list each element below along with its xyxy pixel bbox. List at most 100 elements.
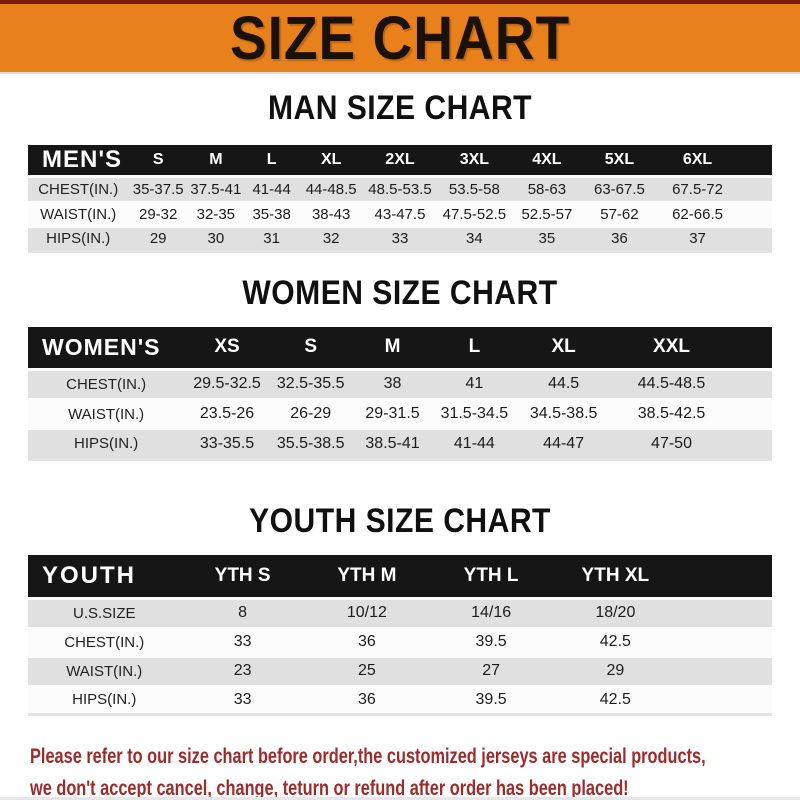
empty-cell xyxy=(738,177,772,202)
empty-cell xyxy=(677,657,772,686)
table-cell: 44-47 xyxy=(543,434,585,452)
bottom-edge-strip xyxy=(0,797,800,800)
table-cell: 33 xyxy=(233,633,252,650)
women-section-heading: WOMEN SIZE CHART xyxy=(242,273,558,312)
table-cell: 8 xyxy=(238,604,248,622)
table-cell: 48.5-53.5 xyxy=(368,180,432,198)
table-cell: 41-44 xyxy=(453,434,495,452)
table-cell: 38.5-42.5 xyxy=(637,405,706,422)
row-label: WAIST(IN.) xyxy=(66,662,143,680)
table-cell: 31.5-34.5 xyxy=(440,405,509,422)
table-cell: 42.5 xyxy=(599,633,631,650)
column-header: XL xyxy=(299,145,363,177)
table-cell: 14/16 xyxy=(471,604,512,622)
row-label: HIPS(IN.) xyxy=(72,691,137,709)
empty-cell xyxy=(731,369,772,399)
table-cell: 57-62 xyxy=(600,205,639,223)
table-cell: 33 xyxy=(391,230,409,248)
table-cell: 35-37.5 xyxy=(132,180,184,198)
empty-cell xyxy=(677,628,772,657)
table-header-row: WOMEN'S XS S M L XL XXL xyxy=(28,327,772,369)
table-cell: 63-67.5 xyxy=(593,180,645,198)
column-header: YTH M xyxy=(304,554,429,599)
row-label: WAIST(IN.) xyxy=(68,405,145,423)
table-cell: 38.5-41 xyxy=(365,434,420,452)
table-cell: 25 xyxy=(357,662,376,679)
row-label: CHEST(IN.) xyxy=(66,375,147,393)
table-row: CHEST(IN.) 33 36 39.5 42.5 xyxy=(28,627,772,657)
column-header: YTH L xyxy=(428,554,554,599)
empty-cell xyxy=(677,599,772,628)
table-cell: 32-35 xyxy=(196,205,236,223)
table-row: WAIST(IN.) 23 25 27 29 xyxy=(28,656,772,686)
man-section-heading: MAN SIZE CHART xyxy=(267,88,533,127)
table-cell: 38 xyxy=(383,375,402,393)
table-cell: 35.5-38.5 xyxy=(276,434,345,452)
table-header-row: YOUTH YTH S YTH M YTH L YTH XL xyxy=(28,554,772,599)
table-cell: 26-29 xyxy=(290,405,332,422)
table-cell: 32 xyxy=(322,230,340,248)
table-cell: 53.5-58 xyxy=(448,180,500,198)
table-cell: 29-32 xyxy=(139,205,178,223)
column-header: 2XL xyxy=(362,145,438,177)
table-cell: 29 xyxy=(149,230,167,248)
table-cell: 37.5-41 xyxy=(190,180,242,198)
table-cell: 52.5-57 xyxy=(521,205,573,223)
column-header: 6XL xyxy=(656,145,739,177)
table-cell: 18/20 xyxy=(595,604,636,622)
men-size-table: MEN'S S M L XL 2XL 3XL 4XL 5XL 6XL CHEST(IN.) 35-3… xyxy=(28,145,772,253)
table-cell: 29.5-32.5 xyxy=(193,375,261,393)
table-cell: 29 xyxy=(606,662,625,679)
column-header: S xyxy=(128,145,188,177)
table-cell: 36 xyxy=(357,690,376,708)
table-row: CHEST(IN.) 35-37.5 37.5-41 41-44 44-48.5 48.5… xyxy=(28,176,772,202)
youth-size-table: YOUTH YTH S YTH M YTH L YTH XL U.S.SIZE 8 10/1… xyxy=(28,554,772,716)
column-header: XS xyxy=(184,327,270,369)
empty-cell xyxy=(738,202,772,227)
empty-header-cell xyxy=(677,554,772,599)
column-header: 5XL xyxy=(582,145,657,177)
row-label: CHEST(IN.) xyxy=(64,633,145,651)
banner-title: SIZE CHART xyxy=(229,3,571,73)
table-cell: 23 xyxy=(233,662,252,679)
table-cell: 36 xyxy=(357,633,376,650)
table-row: HIPS(IN.) 33-35.5 35.5-38.5 38.5-41 41-44 44-… xyxy=(28,429,772,459)
table-cell: 47-50 xyxy=(651,434,692,452)
table-row: HIPS(IN.) 33 36 39.5 42.5 xyxy=(28,685,772,715)
row-label: CHEST(IN.) xyxy=(38,180,119,198)
column-header: YTH S xyxy=(180,554,305,599)
empty-cell xyxy=(738,227,772,252)
size-chart-banner: SIZE CHART xyxy=(0,0,800,74)
table-cell: 34 xyxy=(466,230,483,248)
column-header: M xyxy=(187,145,244,177)
column-header: S xyxy=(269,327,352,369)
column-header: YTH XL xyxy=(553,554,678,599)
youth-section-heading: YOUTH SIZE CHART xyxy=(249,500,551,540)
table-header-row: MEN'S S M L XL 2XL 3XL 4XL 5XL 6XL xyxy=(28,145,772,177)
table-cell: 47.5-52.5 xyxy=(442,205,507,223)
table-cell: 44-48.5 xyxy=(305,180,357,198)
table-cell: 39.5 xyxy=(475,690,507,708)
table-cell: 27 xyxy=(482,662,500,679)
table-cell: 62-66.5 xyxy=(672,205,723,223)
table-cell: 39.5 xyxy=(475,633,507,650)
column-header: M xyxy=(351,327,434,369)
disclaimer-line-2: we don't accept cancel, change, teturn o… xyxy=(30,776,629,801)
table-cell: 67.5-72 xyxy=(672,180,723,198)
table-cell: 32.5-35.5 xyxy=(276,375,345,393)
table-row: CHEST(IN.) 29.5-32.5 32.5-35.5 38 41 44.5 44.5… xyxy=(28,369,772,399)
table-cell: 38-43 xyxy=(311,205,351,223)
table-title: WOMEN'S xyxy=(28,327,185,369)
row-label: U.S.SIZE xyxy=(73,604,136,622)
order-disclaimer: Please refer to our size chart before or… xyxy=(30,740,800,805)
table-cell: 34.5-38.5 xyxy=(529,405,598,422)
empty-header-cell xyxy=(731,327,772,369)
row-label: HIPS(IN.) xyxy=(74,435,139,453)
empty-header-cell xyxy=(738,145,772,177)
table-row: U.S.SIZE 8 10/12 14/16 18/20 xyxy=(28,598,772,628)
column-header: L xyxy=(433,327,516,369)
table-cell: 36 xyxy=(611,230,628,248)
table-cell: 44.5 xyxy=(548,375,580,393)
table-row: HIPS(IN.) 29 30 31 32 33 34 35 36 37 xyxy=(28,226,772,252)
table-row: WAIST(IN.) 29-32 32-35 35-38 38-43 43-47.5 47.… xyxy=(28,201,772,227)
